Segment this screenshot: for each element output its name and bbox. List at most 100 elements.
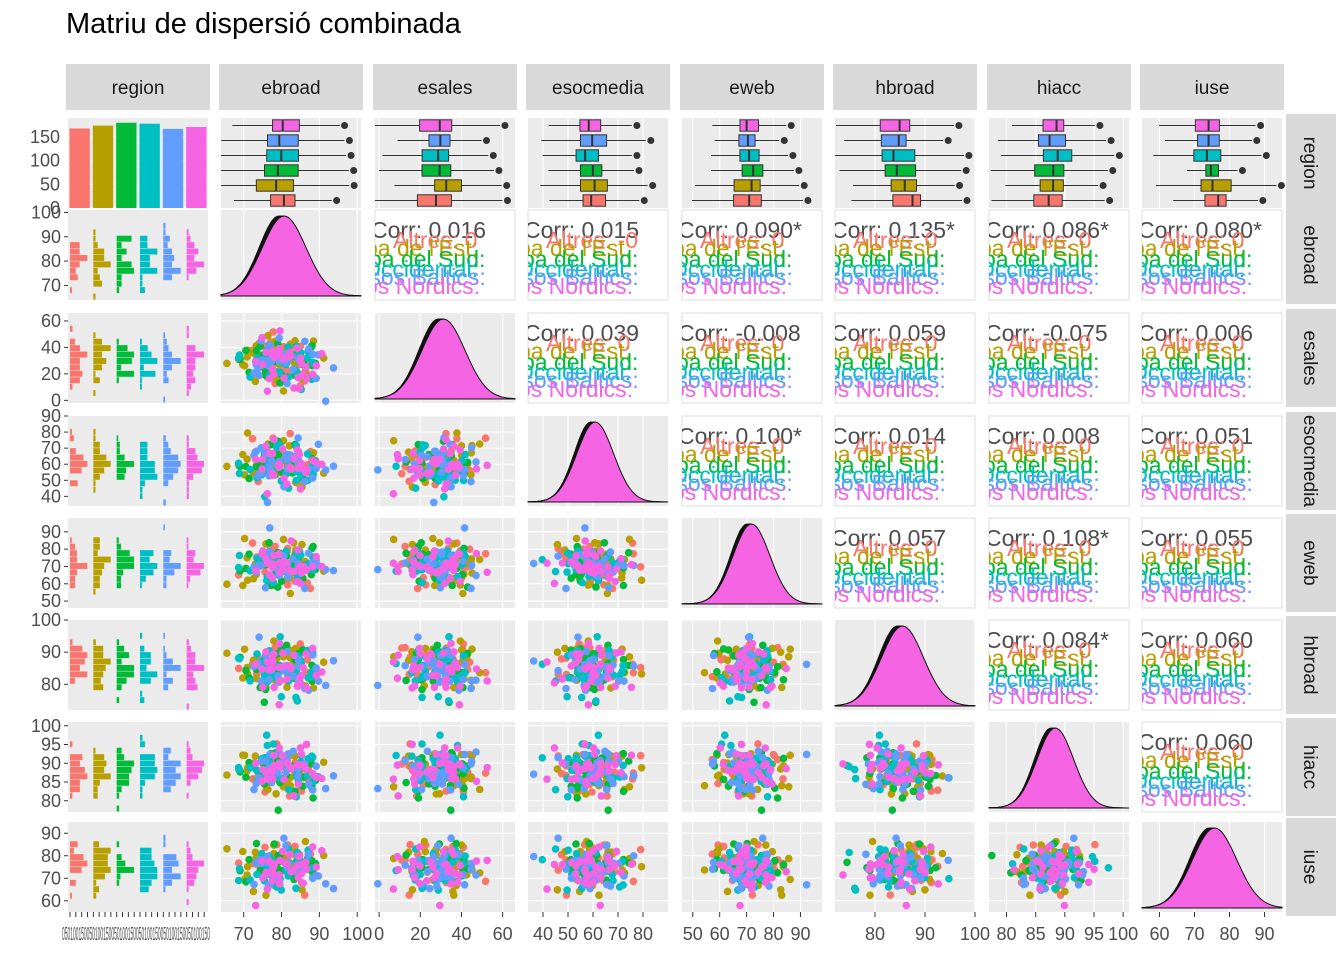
histogram-bar: [163, 454, 179, 461]
scatter-point: [312, 464, 321, 473]
scatter-point: [724, 646, 733, 654]
scatter-point: [472, 676, 480, 684]
histogram-bar: [163, 499, 166, 506]
histogram-bar: [163, 677, 173, 684]
boxplot-outlier: [1238, 167, 1246, 174]
scatter-point: [276, 763, 284, 772]
corr-label: Corr: 0.006: [1138, 320, 1253, 346]
histogram-bar: [140, 575, 146, 582]
scatter-point: [303, 656, 312, 664]
histogram-bar: [93, 338, 102, 345]
histogram-bar: [140, 448, 148, 455]
scatter-point: [934, 761, 943, 769]
scatter-point: [624, 548, 633, 557]
scatter-point: [629, 772, 638, 780]
scatter-point: [719, 760, 728, 769]
scatter-point: [280, 374, 288, 382]
scatter-point: [290, 651, 298, 659]
scatter-point: [309, 794, 317, 802]
corr-label: Corr: 0.080*: [1138, 217, 1262, 243]
scatter-point: [439, 445, 448, 453]
histogram-bar: [186, 677, 196, 684]
corr-group-label: pa del Sud:: [676, 349, 792, 375]
scatter-point: [584, 701, 593, 709]
scatter-point: [741, 768, 750, 776]
scatter-point: [275, 460, 284, 468]
histogram-bar: [163, 867, 172, 873]
scatter-point: [758, 834, 767, 842]
scatter-point: [425, 884, 434, 893]
corr-group-label: pa del Sud:: [1136, 554, 1252, 580]
scatter-point: [581, 750, 589, 759]
histogram-bar: [116, 454, 125, 461]
scatter-point: [604, 583, 613, 592]
scatter-point: [275, 346, 284, 354]
histogram-bar: [140, 441, 148, 448]
histogram-bar: [70, 867, 82, 873]
scatter-point: [564, 846, 572, 854]
scatter-point: [742, 668, 751, 676]
scatter-point: [289, 555, 298, 563]
histogram-bar: [163, 229, 166, 236]
scatter-point: [280, 834, 288, 842]
histogram-bar: [140, 847, 152, 854]
histogram-bar: [163, 658, 173, 665]
histogram-bar: [93, 358, 107, 364]
histogram-bar: [140, 792, 143, 799]
scatter-point: [554, 666, 562, 675]
histogram-bar: [116, 754, 125, 761]
histogram-bar: [93, 255, 105, 261]
scatter-point: [612, 565, 621, 573]
histogram-bar: [163, 575, 167, 582]
scatter-point: [415, 464, 424, 473]
histogram-bar: [186, 639, 189, 646]
strip-right-hbroad: [1286, 616, 1336, 714]
boxplot-outlier: [1115, 152, 1123, 159]
scatter-point: [885, 863, 893, 871]
histogram-bar: [70, 892, 72, 899]
scatter-point: [786, 751, 794, 760]
histogram-bar: [93, 461, 111, 467]
scatter-point: [283, 683, 291, 691]
scatter-point: [251, 660, 260, 668]
histogram-bar: [163, 854, 177, 861]
histogram-bar: [186, 467, 202, 474]
boxplot-outlier: [787, 122, 795, 129]
histogram-bar: [140, 867, 158, 873]
scatter-point: [601, 555, 609, 563]
scatter-point: [235, 551, 244, 560]
scatter-point: [234, 664, 243, 673]
density-Països Nòrdics: [527, 421, 669, 503]
histogram-bar: [186, 847, 191, 854]
boxplot-box: [739, 119, 759, 132]
strip-right-ebroad: [1286, 206, 1336, 304]
strip-right-label-esocmedia: esocmedia: [1299, 415, 1320, 507]
scatter-point: [572, 840, 580, 848]
histogram-bar: [163, 358, 181, 364]
scatter-point: [312, 863, 321, 871]
scatter-point: [318, 562, 326, 571]
scatter-point: [460, 524, 469, 532]
corr-group-label: Altres: 0: [853, 433, 937, 459]
scatter-point: [459, 651, 468, 660]
scatter-point: [408, 752, 416, 760]
scatter-point: [268, 877, 277, 885]
boxplot-outlier: [965, 152, 973, 159]
scatter-point: [240, 645, 249, 653]
corr-group-label: Occidental:: [363, 256, 478, 282]
histogram-bar: [93, 892, 97, 899]
histogram-bar: [93, 792, 98, 799]
scatter-point: [784, 653, 793, 661]
scatter-point: [898, 794, 907, 802]
histogram-bar: [116, 537, 119, 544]
scatter-point: [459, 557, 468, 565]
scatter-point: [389, 535, 398, 544]
scatter-point: [374, 565, 382, 574]
scatter-point: [747, 658, 756, 666]
scatter-point: [440, 579, 449, 588]
histogram-bar: [70, 428, 72, 435]
histogram-bar: [70, 779, 80, 786]
histogram-bar: [186, 652, 196, 659]
scatter-point: [1026, 891, 1034, 899]
